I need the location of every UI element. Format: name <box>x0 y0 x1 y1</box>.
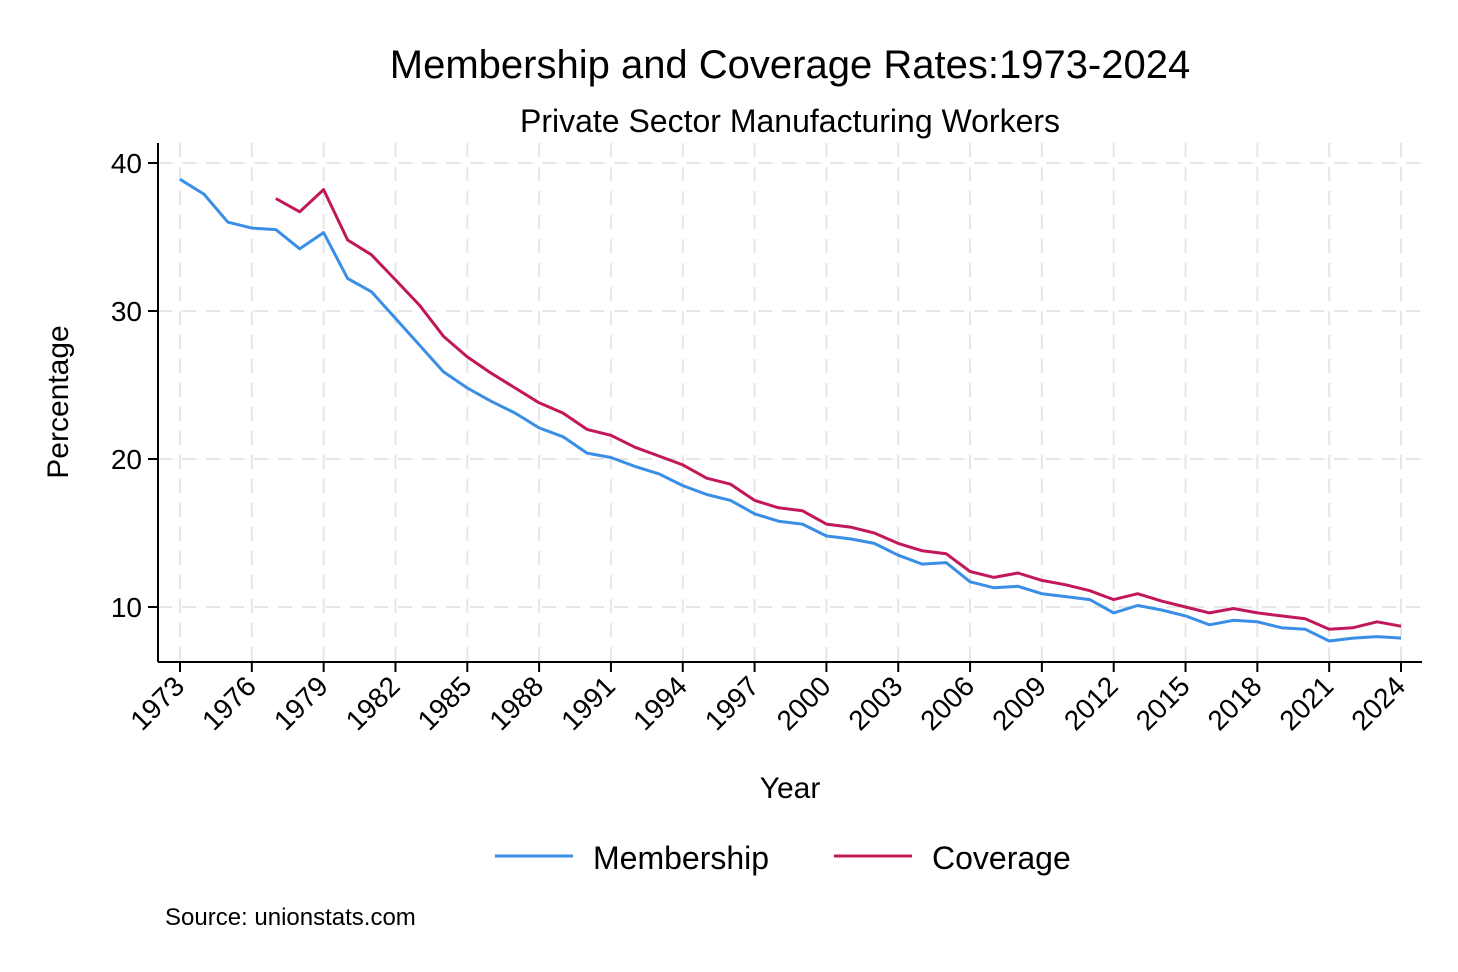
x-axis-label: Year <box>760 772 821 805</box>
legend: Membership Coverage <box>495 840 1071 876</box>
legend-label-membership: Membership <box>593 840 769 876</box>
series-line-membership <box>179 178 1402 643</box>
x-tick-label: 2018 <box>1202 670 1268 736</box>
chart-title: Membership and Coverage Rates:1973-2024 <box>390 43 1191 87</box>
x-tick-label: 2003 <box>843 670 909 736</box>
x-tick-label: 2000 <box>771 670 837 736</box>
x-tick-label: 1991 <box>555 670 621 736</box>
source-note: Source: unionstats.com <box>165 904 416 931</box>
x-tick-label: 1985 <box>412 670 478 736</box>
axes: 10 20 30 40 1973 1976 1979 1982 1985 1988 1991 1994… <box>111 143 1422 736</box>
chart-subtitle: Private Sector Manufacturing Workers <box>520 103 1060 139</box>
x-tick-label: 1976 <box>196 670 262 736</box>
x-tick-label: 1973 <box>124 670 190 736</box>
y-tick-label: 40 <box>111 148 142 179</box>
x-tick-label: 1982 <box>340 670 406 736</box>
y-tick-label: 20 <box>111 444 142 475</box>
x-tick-label: 2006 <box>914 670 980 736</box>
x-tick-label: 1994 <box>627 670 693 736</box>
series-lines <box>179 178 1402 643</box>
y-tick-label: 10 <box>111 592 142 623</box>
gridlines <box>158 143 1422 662</box>
x-tick-label: 2021 <box>1273 670 1339 736</box>
series-line-coverage <box>275 188 1402 631</box>
y-tick-label: 30 <box>111 296 142 327</box>
legend-label-coverage: Coverage <box>932 840 1071 876</box>
x-tick-label: 2012 <box>1058 670 1124 736</box>
x-tick-label: 2024 <box>1345 670 1411 736</box>
x-tick-label: 1997 <box>699 670 765 736</box>
x-tick-label: 1988 <box>483 670 549 736</box>
x-tick-label: 2009 <box>986 670 1052 736</box>
x-tick-label: 2015 <box>1130 670 1196 736</box>
y-axis-label: Percentage <box>42 325 75 478</box>
x-tick-label: 1979 <box>268 670 334 736</box>
